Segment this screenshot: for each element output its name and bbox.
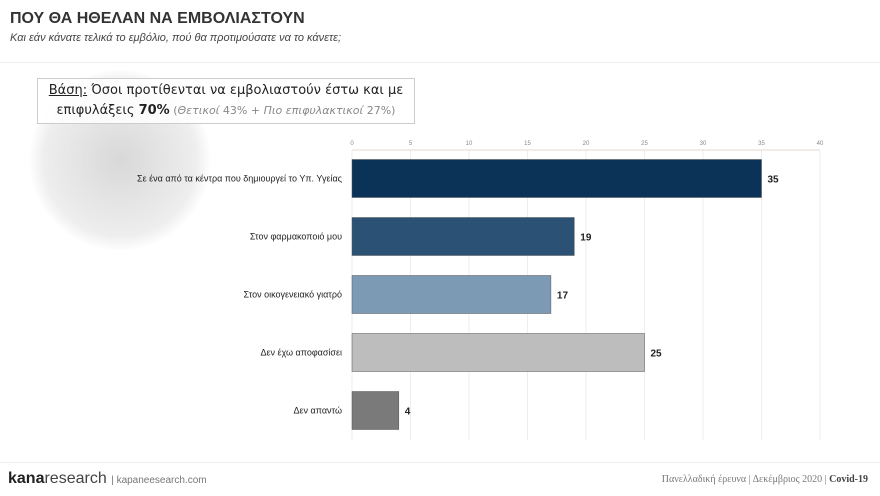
- x-tick-label: 10: [466, 141, 473, 147]
- category-label: Δεν έχω αποφασίσει: [261, 348, 343, 358]
- x-tick-label: 30: [700, 141, 707, 147]
- data-label: 17: [557, 291, 569, 302]
- x-tick-label: 15: [524, 141, 531, 147]
- positive-label: Θετικοί: [177, 104, 220, 117]
- base-text: Όσοι προτίθενται να εμβολιαστούν έστω κα…: [56, 83, 404, 118]
- footer-info: Πανελλαδική έρευνα | Δεκέμβριος 2020 | C…: [661, 474, 868, 485]
- base-label: Βάση:: [48, 83, 88, 98]
- x-tick-label: 20: [583, 141, 590, 147]
- x-tick-label: 5: [409, 141, 413, 147]
- divider: [0, 62, 880, 63]
- reserved-value: 27%): [363, 104, 396, 117]
- category-label: Σε ένα από τα κέντρα που δημιουργεί το Υ…: [137, 174, 343, 184]
- page-title: ΠΟΥ ΘΑ ΗΘΕΛΑΝ ΝΑ ΕΜΒΟΛΙΑΣΤΟΥΝ: [10, 10, 305, 27]
- x-tick-label: 25: [641, 141, 648, 147]
- bar: [351, 333, 645, 372]
- positive-value: 43% +: [219, 104, 264, 117]
- data-label: 4: [405, 407, 411, 418]
- base-open: (: [169, 104, 178, 117]
- data-label: 25: [651, 349, 663, 360]
- x-tick-label: 35: [758, 141, 765, 147]
- footer-divider: [0, 462, 880, 463]
- category-label: Δεν απαντώ: [294, 406, 342, 416]
- data-label: 35: [768, 175, 780, 186]
- category-label: Στον φαρμακοποιό μου: [250, 232, 342, 242]
- bar: [351, 159, 762, 198]
- bar: [351, 217, 575, 256]
- bar: [351, 391, 400, 430]
- logo: kanaresearch | kapaneesearch.com: [8, 470, 207, 487]
- data-label: 19: [580, 233, 592, 244]
- bar: [351, 275, 552, 314]
- category-label: Στον οικογενειακό γιατρό: [244, 290, 342, 300]
- x-tick-label: 0: [350, 141, 354, 147]
- base-value: 70%: [138, 103, 170, 118]
- page-subtitle: Και εάν κάνατε τελικά το εμβόλιο, πού θα…: [10, 32, 342, 44]
- base-note: Βάση: Όσοι προτίθενται να εμβολιαστούν έ…: [37, 78, 415, 124]
- reserved-label: Πιο επιφυλακτικοί: [263, 104, 364, 117]
- x-tick-label: 40: [817, 141, 824, 147]
- footer-url[interactable]: kapaneesearch.com: [116, 475, 207, 486]
